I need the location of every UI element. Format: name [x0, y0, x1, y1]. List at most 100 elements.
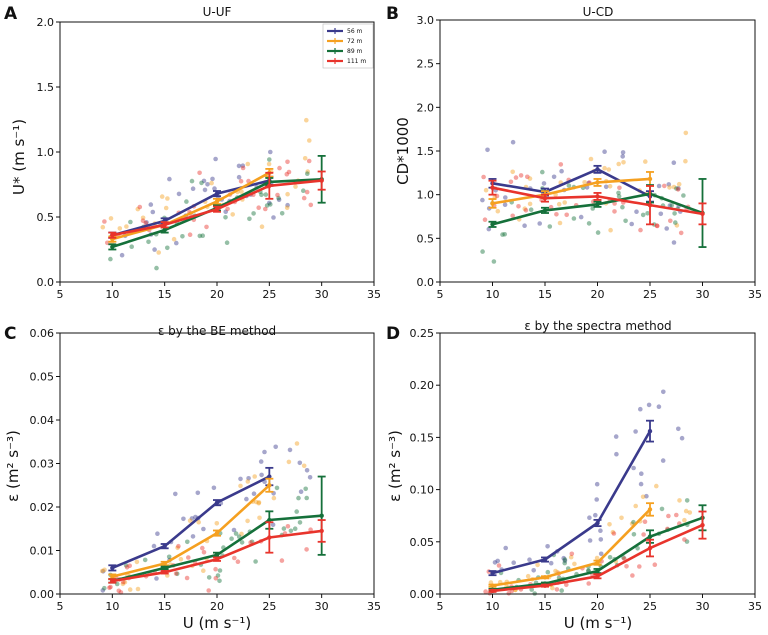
scatter-point — [607, 555, 613, 560]
scatter-point — [201, 568, 206, 573]
scatter-point — [301, 463, 307, 469]
scatter-point — [676, 186, 681, 191]
scatter-point — [527, 557, 532, 562]
scatter-point — [545, 569, 551, 575]
scatter-point — [558, 162, 564, 167]
scatter-point — [173, 571, 179, 576]
scatter-point — [212, 186, 217, 191]
series-line — [111, 475, 270, 570]
y-tick-label: 0.00 — [410, 588, 435, 601]
panel-label: D — [386, 324, 400, 344]
scatter-point — [554, 212, 559, 217]
scatter-point — [294, 509, 300, 514]
scatter-point — [594, 497, 599, 502]
scatter-point — [286, 169, 292, 175]
data-point — [267, 183, 272, 188]
scatter-point — [155, 531, 160, 536]
data-point — [595, 202, 600, 207]
series-layer — [488, 419, 707, 594]
scatter-point — [276, 195, 281, 201]
scatter-point — [607, 184, 613, 189]
scatter-point — [684, 539, 690, 544]
scatter-point — [631, 465, 636, 471]
scatter-point — [152, 247, 157, 252]
scatter-point — [271, 495, 277, 501]
scatter-point — [286, 459, 292, 465]
scatter-point — [263, 192, 269, 197]
scatter-point — [239, 531, 244, 537]
scatter-point — [483, 187, 489, 193]
data-point — [319, 528, 324, 534]
scatter-point — [620, 154, 625, 159]
scatter-point — [253, 499, 259, 505]
scatter-point — [189, 516, 195, 521]
scatter-point — [189, 178, 195, 184]
scatter-point — [511, 560, 516, 565]
data-point — [214, 207, 220, 212]
scatter-point — [502, 202, 508, 207]
scatter-point — [293, 184, 298, 189]
y-tick-label: 0.25 — [410, 327, 435, 340]
scatter-point — [545, 544, 550, 549]
scatter-point — [236, 174, 242, 180]
scatter-point — [510, 213, 515, 219]
x-tick-label: 15 — [538, 600, 552, 613]
scatter-point — [660, 458, 666, 463]
scatter-point — [307, 475, 313, 480]
scatter-point — [676, 181, 682, 187]
data-point — [214, 557, 220, 562]
data-point — [542, 195, 548, 201]
scatter-point — [273, 444, 279, 450]
scatter-point — [553, 568, 558, 574]
scatter-point — [215, 573, 221, 578]
scatter-point — [608, 227, 613, 233]
y-tick-label: 0.5 — [417, 232, 435, 245]
y-axis-label: U* (m s⁻¹) — [10, 119, 28, 195]
data-point — [162, 543, 167, 549]
scatter-point — [184, 199, 189, 204]
scatter-point — [537, 221, 542, 226]
scatter-point — [252, 474, 257, 479]
y-tick-label: 0.05 — [410, 536, 435, 549]
scatter-point — [619, 515, 624, 521]
scatter-point — [307, 138, 312, 143]
scatter-point — [598, 537, 604, 542]
scatter-point — [230, 212, 235, 217]
x-tick-label: 25 — [643, 288, 657, 301]
scatter-point — [190, 186, 196, 191]
scatter-point — [673, 220, 678, 225]
scatter-point — [185, 539, 190, 545]
legend-label: 72 m — [347, 38, 363, 45]
scatter-point — [297, 520, 303, 525]
scatter-point — [568, 554, 574, 560]
scatter-point — [666, 182, 672, 187]
scatter-point — [287, 447, 293, 453]
data-point — [595, 574, 600, 579]
scatter-point — [240, 165, 246, 171]
scatter-point — [256, 500, 262, 506]
scatter-point — [639, 471, 644, 477]
scatter-point — [564, 582, 569, 588]
scatter-point — [201, 178, 207, 184]
scatter-point — [610, 529, 616, 535]
scatter-point — [616, 161, 621, 167]
scatter-point — [566, 183, 572, 188]
scatter-point — [641, 532, 646, 537]
panel-label: C — [4, 324, 16, 344]
y-axis-label: ε (m² s⁻³) — [386, 430, 404, 502]
scatter-point — [502, 232, 508, 237]
scatter-point — [205, 182, 210, 187]
scatter-point — [683, 508, 689, 514]
scatter-point — [137, 204, 143, 210]
scatter-point — [683, 130, 689, 136]
scatter-point — [562, 557, 568, 562]
x-tick-label: 25 — [262, 288, 276, 301]
scatter-point — [551, 174, 557, 180]
scatter-point — [667, 185, 672, 190]
scatter-point — [238, 483, 243, 489]
scatter-point — [206, 575, 212, 580]
scatter-point — [247, 216, 252, 222]
scatter-point — [503, 545, 509, 551]
series-layer — [488, 164, 707, 248]
scatter-point — [304, 468, 310, 473]
